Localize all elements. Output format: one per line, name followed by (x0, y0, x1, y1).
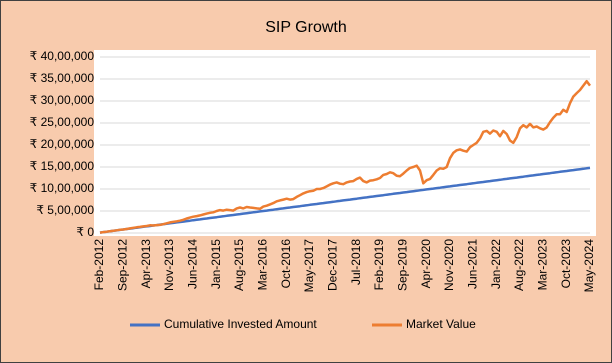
legend-label: Market Value (406, 317, 476, 331)
x-tick-label: Mar-2023 (536, 239, 550, 291)
x-tick-label: Nov-2020 (442, 239, 456, 291)
y-tick-label: ₹ 25,00,000 (30, 115, 95, 129)
x-tick-label: Aug-2015 (232, 239, 246, 291)
legend-label: Cumulative Invested Amount (164, 317, 317, 331)
y-tick-label: ₹ 5,00,000 (36, 203, 94, 217)
series-line (99, 166, 591, 234)
x-tick-label: Apr-2013 (139, 239, 153, 289)
x-tick-label: Jan-2015 (209, 239, 223, 289)
x-tick-label: Sep-2012 (116, 239, 130, 291)
y-tick-label: ₹ 30,00,000 (30, 93, 95, 107)
x-tick-label: Mar-2016 (256, 239, 270, 291)
y-tick-label: ₹ 40,00,000 (30, 49, 95, 63)
x-tick-label: Oct-2023 (559, 239, 573, 289)
x-tick-label: Nov-2013 (162, 239, 176, 291)
x-tick-label: Dec-2017 (326, 239, 340, 291)
x-tick-label: May-2017 (302, 239, 316, 293)
x-tick-label: Jul-2018 (349, 239, 363, 285)
x-tick-label: Oct-2016 (279, 239, 293, 289)
y-tick-label: ₹ 0 (76, 225, 94, 239)
y-tick-label: ₹ 35,00,000 (30, 71, 95, 85)
y-tick-label: ₹ 15,00,000 (30, 159, 95, 173)
x-tick-label: Jan-2022 (489, 239, 503, 289)
series-line (99, 79, 592, 234)
plot-area (94, 50, 596, 236)
x-tick-label: Jun-2014 (186, 239, 200, 289)
x-tick-label: Jun-2021 (466, 239, 480, 289)
x-tick-label: Apr-2020 (419, 239, 433, 289)
x-tick-label: Feb-2012 (92, 239, 106, 291)
x-tick-label: Aug-2022 (512, 239, 526, 291)
chart-title: SIP Growth (265, 19, 347, 36)
y-tick-label: ₹ 10,00,000 (30, 181, 95, 195)
x-tick-label: Feb-2019 (372, 239, 386, 291)
x-tick-label: May-2024 (582, 239, 596, 293)
y-tick-label: ₹ 20,00,000 (30, 137, 95, 151)
x-tick-label: Sep-2019 (396, 239, 410, 291)
